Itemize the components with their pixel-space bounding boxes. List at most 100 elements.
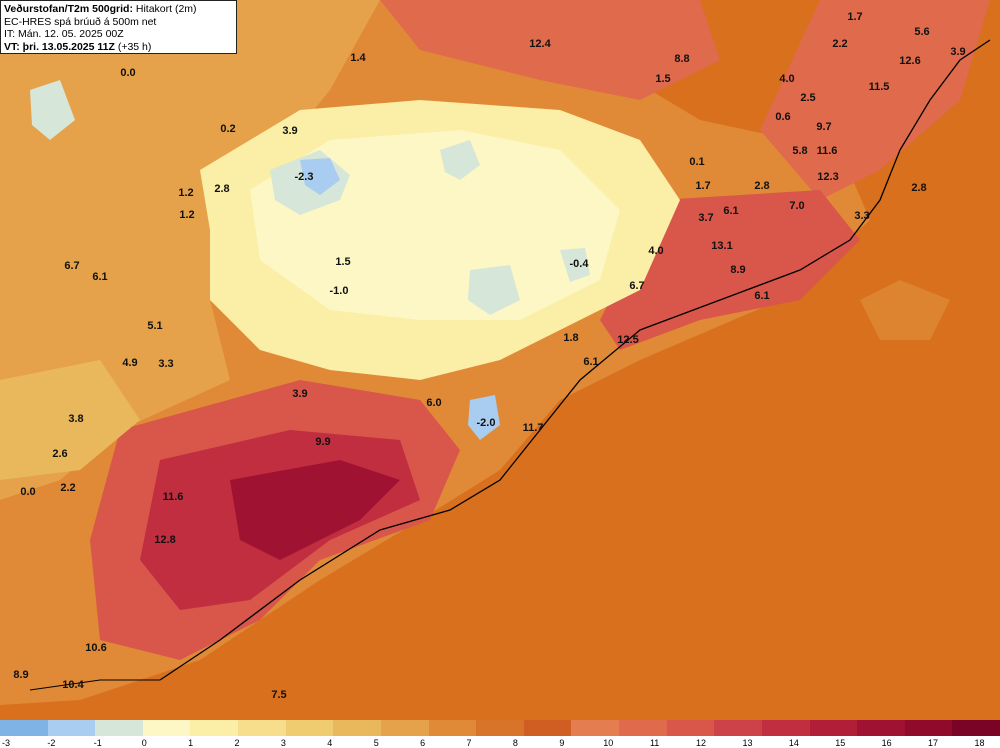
map-title: Veðurstofan/T2m 500grid: <box>4 3 133 15</box>
valid-time-line: VT: þri. 13.05.2025 11Z <box>4 40 115 53</box>
temperature-label: 9.9 <box>315 436 331 448</box>
valid-time-lead: (+35 h) <box>117 40 152 53</box>
scale-tick-label: -2 <box>47 738 56 748</box>
scale-swatch <box>809 720 858 736</box>
temperature-label: 3.9 <box>292 388 308 400</box>
temperature-label: 1.7 <box>847 11 863 23</box>
temperature-label: -1.0 <box>329 285 349 297</box>
scale-swatch <box>428 720 477 736</box>
scale-swatch <box>666 720 715 736</box>
scale-tick-label: 5 <box>373 738 379 748</box>
scale-swatch <box>714 720 763 736</box>
temperature-label: 1.2 <box>179 209 195 221</box>
scale-tick-label: 16 <box>881 738 892 748</box>
temperature-label: 9.7 <box>816 121 832 133</box>
temperature-label: 3.3 <box>854 210 870 222</box>
temperature-label: 4.0 <box>648 245 664 257</box>
temperature-label: 2.2 <box>60 482 76 494</box>
temperature-label: 4.9 <box>122 357 138 369</box>
temperature-label: 12.5 <box>617 334 639 346</box>
color-scale: -3 -2 -1 0 1 2 3 4 5 6 7 8 9 10 11 12 13 14 15 16 17 18 <box>0 720 1000 748</box>
temperature-label: 3.8 <box>68 413 84 425</box>
map-subtitle: Hitakort (2m) <box>135 3 197 15</box>
temperature-label: 11.6 <box>816 145 838 157</box>
temperature-label: 12.4 <box>529 38 551 50</box>
scale-tick-label: 4 <box>327 738 333 748</box>
temperature-label: 13.1 <box>711 240 733 252</box>
scale-tick-label: 10 <box>603 738 614 748</box>
scale-swatch <box>619 720 668 736</box>
temperature-label: 8.9 <box>13 669 29 681</box>
scale-tick-label: 6 <box>420 738 426 748</box>
temperature-label: 12.3 <box>817 171 839 183</box>
scale-swatch <box>333 720 382 736</box>
temperature-label: -0.4 <box>569 258 589 270</box>
temperature-label: 11.5 <box>868 81 890 93</box>
scale-swatch <box>476 720 525 736</box>
temperature-label: 11.6 <box>162 491 184 503</box>
temperature-label: 1.4 <box>350 52 366 64</box>
temperature-label: 0.1 <box>689 156 705 168</box>
temperature-label: 12.6 <box>899 55 921 67</box>
temperature-label: 1.5 <box>335 256 351 268</box>
temperature-label: 7.5 <box>271 689 287 701</box>
scale-swatch <box>95 720 144 736</box>
temperature-label: 6.1 <box>92 271 108 283</box>
scale-swatch <box>904 720 953 736</box>
forecast-model-line: EC-HRES spá brúuð á 500m net <box>4 15 157 28</box>
scale-tick-label: 13 <box>742 738 753 748</box>
temperature-label: 1.7 <box>695 180 711 192</box>
scale-tick-label: -3 <box>1 738 11 748</box>
temperature-label: 10.6 <box>85 642 107 654</box>
scale-tick-label: 3 <box>280 738 286 748</box>
temperature-label: 3.9 <box>282 125 298 137</box>
temperature-label: 3.3 <box>158 358 174 370</box>
temperature-label: -2.3 <box>294 171 314 183</box>
temperature-label: 7.0 <box>789 200 805 212</box>
scale-swatch <box>142 720 191 736</box>
temperature-label: 5.6 <box>914 26 930 38</box>
temperature-label: 6.1 <box>723 205 739 217</box>
temperature-label: 1.2 <box>178 187 194 199</box>
temperature-label: 2.8 <box>754 180 770 192</box>
temperature-label: 2.8 <box>214 183 230 195</box>
temperature-label: 11.7 <box>522 422 544 434</box>
scale-tick-label: 9 <box>559 738 565 748</box>
temperature-label: 6.7 <box>64 260 80 272</box>
scale-tick-label: 2 <box>234 738 240 748</box>
scale-swatch <box>857 720 906 736</box>
scale-swatch <box>571 720 620 736</box>
temperature-label: 6.1 <box>583 356 599 368</box>
temperature-label: 0.0 <box>20 486 36 498</box>
temperature-label: 2.5 <box>800 92 816 104</box>
scale-tick-label: 1 <box>188 738 194 748</box>
temperature-label: 1.8 <box>563 332 579 344</box>
temperature-label: 8.9 <box>730 264 746 276</box>
scale-tick-label: 15 <box>835 738 846 748</box>
scale-swatch <box>380 720 430 736</box>
scale-swatch <box>47 720 96 736</box>
temperature-label: 8.8 <box>674 53 690 65</box>
temperature-label: 2.6 <box>52 448 68 460</box>
scale-swatch <box>190 720 239 736</box>
scale-swatch <box>238 720 287 736</box>
temperature-label: 0.6 <box>775 111 791 123</box>
scale-tick-label: -1 <box>93 738 102 748</box>
scale-swatch <box>285 720 334 736</box>
temperature-label: 6.1 <box>754 290 770 302</box>
temperature-map <box>0 0 991 705</box>
map-header: Veðurstofan/T2m 500grid: Hitakort (2m) E… <box>0 0 237 54</box>
scale-swatch <box>0 720 49 736</box>
temperature-label: 4.0 <box>779 73 795 85</box>
temperature-label: 6.0 <box>426 397 442 409</box>
scale-tick-label: 12 <box>696 738 707 748</box>
scale-tick-label: 8 <box>512 738 518 748</box>
temperature-label: 12.8 <box>154 534 176 546</box>
temperature-label: 6.7 <box>629 280 645 292</box>
scale-tick-label: 7 <box>466 738 472 748</box>
initial-time-line: IT: Mán. 12. 05. 2025 00Z <box>4 28 124 40</box>
temperature-label: 0.0 <box>120 67 136 79</box>
scale-tick-label: 11 <box>649 738 660 748</box>
scale-swatch <box>523 720 572 736</box>
temperature-label: 3.9 <box>950 46 966 58</box>
